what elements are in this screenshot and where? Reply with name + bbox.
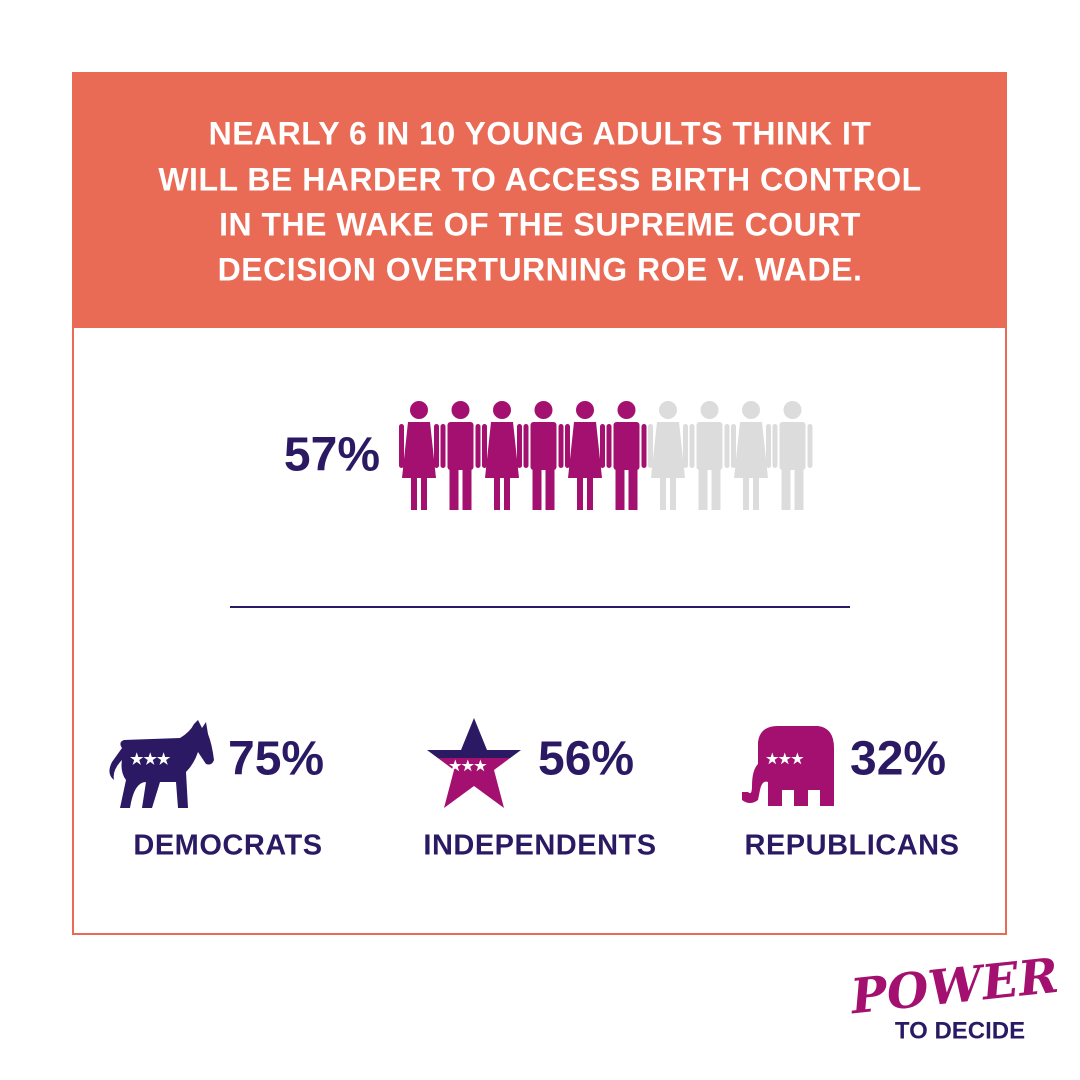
figure-part	[517, 424, 522, 468]
figure-part	[411, 476, 417, 510]
group-stat: 32%	[850, 733, 946, 786]
figure-part	[613, 422, 640, 470]
figure-part	[696, 422, 723, 470]
figure-part	[700, 401, 719, 419]
star-icon: ★★★	[427, 718, 521, 808]
figure-part	[783, 401, 802, 419]
figure-part	[493, 401, 511, 419]
figure-part	[617, 401, 636, 419]
figure-part	[807, 424, 813, 468]
figure-part	[600, 424, 605, 468]
figure-part	[565, 424, 570, 468]
logo-top: POWER	[846, 948, 1061, 1026]
figure-part	[698, 468, 708, 510]
figure-part	[724, 424, 730, 468]
figure-part	[743, 476, 749, 510]
figure-part	[659, 401, 677, 419]
headline: DECISION OVERTURNING ROE V. WADE.	[218, 251, 863, 287]
figure-part	[670, 476, 676, 510]
figure-part	[440, 424, 446, 468]
figure-part	[651, 422, 685, 478]
figure-part	[742, 401, 760, 419]
figure-part	[410, 401, 428, 419]
group-label: DEMOCRATS	[133, 830, 322, 862]
figure-part	[482, 424, 487, 468]
figure-part	[772, 424, 778, 468]
figure-part	[523, 424, 529, 468]
figure-part	[615, 468, 625, 510]
figure-part	[504, 476, 510, 510]
figure-part	[648, 424, 653, 468]
overall-stat: 57%	[284, 429, 380, 482]
pictogram	[399, 401, 813, 510]
figure-part	[753, 476, 759, 510]
figure-part	[402, 422, 436, 478]
figure-part	[781, 468, 791, 510]
headline: WILL BE HARDER TO ACCESS BIRTH CONTROL	[158, 161, 921, 197]
figure-part	[399, 424, 404, 468]
figure-part	[534, 401, 553, 419]
group-stat: 75%	[228, 733, 324, 786]
figure-part	[545, 468, 555, 510]
figure-part	[628, 468, 638, 510]
group-label: INDEPENDENTS	[423, 830, 656, 862]
figure-part	[641, 424, 647, 468]
elephant-icon: ★★★	[742, 726, 834, 806]
figure-part	[475, 424, 481, 468]
figure-part	[731, 424, 736, 468]
figure-part	[558, 424, 564, 468]
figure-part	[577, 476, 583, 510]
figure-part	[532, 468, 542, 510]
figure-part	[766, 424, 771, 468]
group-stat: 56%	[538, 733, 634, 786]
figure-part	[494, 476, 500, 510]
header-band	[72, 72, 1007, 328]
figure-part	[434, 424, 439, 468]
figure-part	[421, 476, 427, 510]
figure-part	[606, 424, 612, 468]
figure-part	[451, 401, 470, 419]
figure-part	[734, 422, 768, 478]
figure-part	[779, 422, 806, 470]
headline: NEARLY 6 IN 10 YOUNG ADULTS THINK IT	[209, 115, 872, 151]
figure-part	[711, 468, 721, 510]
group-label: REPUBLICANS	[745, 830, 960, 862]
figure-part	[530, 422, 557, 470]
logo-bottom: TO DECIDE	[895, 1017, 1025, 1044]
figure-part	[462, 468, 472, 510]
figure-part	[485, 422, 519, 478]
svg-text:★★★: ★★★	[449, 758, 487, 774]
figure-part	[587, 476, 593, 510]
figure-part	[660, 476, 666, 510]
figure-part	[794, 468, 804, 510]
figure-part	[568, 422, 602, 478]
svg-text:★★★: ★★★	[766, 751, 804, 767]
svg-text:★★★: ★★★	[130, 751, 171, 768]
donkey-icon: ★★★	[109, 720, 214, 808]
figure-part	[683, 424, 688, 468]
figure-part	[449, 468, 459, 510]
figure-part	[447, 422, 474, 470]
figure-part	[576, 401, 594, 419]
figure-part	[689, 424, 695, 468]
headline: IN THE WAKE OF THE SUPREME COURT	[219, 206, 861, 242]
